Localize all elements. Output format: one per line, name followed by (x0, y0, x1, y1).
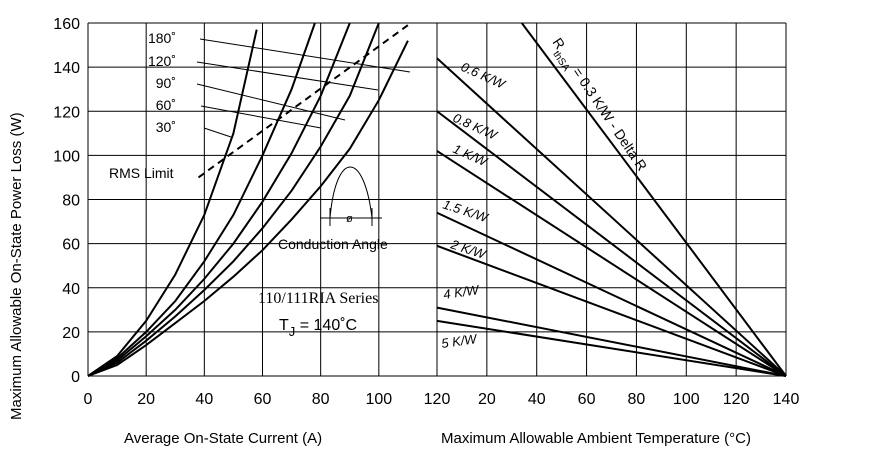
x-tick-label-left: 40 (195, 391, 213, 408)
rms-limit-label: RMS Limit (109, 165, 174, 181)
conduction-angle-curve (87, 22, 351, 377)
x-tick-label-left: 120 (424, 391, 451, 408)
resistance-label: 5 K/W (440, 331, 479, 351)
angle-leader-line (199, 38, 411, 73)
x-tick-label-right: 60 (578, 391, 596, 408)
thermal-resistance-line (520, 22, 787, 377)
x-tick-label-right: 80 (628, 391, 646, 408)
y-tick-label: 40 (62, 281, 80, 298)
phi-label: ø (346, 213, 353, 225)
y-tick-label: 60 (62, 237, 80, 254)
left-x-axis-title: Average On-State Current (A) (124, 430, 322, 447)
y-tick-label: 160 (53, 16, 80, 33)
conduction-angle-label: Conduction Angle (278, 236, 388, 252)
angle-label: 30˚ (156, 119, 176, 135)
x-tick-label-left: 60 (254, 391, 272, 408)
thermal-resistance-line (436, 244, 787, 377)
y-tick-label: 120 (53, 104, 80, 121)
resistance-label: 0.8 K/W (451, 110, 501, 143)
resistance-label: 4 K/W (442, 282, 481, 302)
x-tick-label-right: 140 (773, 391, 800, 408)
thermal-resistance-line (436, 211, 787, 377)
x-tick-label-right: 100 (673, 391, 700, 408)
thermal-resistance-line (436, 150, 787, 377)
angle-label: 60˚ (156, 97, 176, 113)
thermal-resistance-line (436, 306, 787, 377)
conduction-angle-curve (87, 29, 258, 377)
series-label: 110/111RIA Series (258, 290, 378, 307)
x-tick-label-left: 0 (84, 391, 93, 408)
conduction-angle-curve (87, 22, 316, 377)
x-tick-label-left: 20 (137, 391, 155, 408)
right-x-axis-title: Maximum Allowable Ambient Temperature (°… (441, 430, 751, 447)
angle-label: 120˚ (148, 53, 176, 69)
x-tick-label-left: 80 (312, 391, 330, 408)
x-tick-label-right: 120 (723, 391, 750, 408)
angle-leader-line (200, 105, 322, 129)
conduction-angle-curve (87, 22, 380, 377)
y-tick-label: 80 (62, 193, 80, 210)
resistance-label: 1.5 K/W (441, 197, 491, 226)
thermal-resistance-line (436, 110, 787, 377)
curves (87, 22, 787, 377)
grid (87, 22, 787, 377)
x-tick-label-right: 20 (478, 391, 496, 408)
thermal-resistance-line (436, 57, 787, 377)
tj-label: TJ = 140˚C (279, 317, 357, 339)
angle-label: 180˚ (148, 30, 176, 46)
angle-label: 90˚ (156, 75, 176, 91)
angle-leader-line (196, 83, 346, 121)
thermal-resistance-line (436, 319, 787, 377)
y-tick-label: 100 (53, 148, 80, 165)
y-axis-title: Maximum Allowable On-State Power Loss (W… (8, 112, 25, 420)
x-tick-label-right: 40 (528, 391, 546, 408)
x-tick-label-left: 100 (365, 391, 392, 408)
y-tick-label: 20 (62, 325, 80, 342)
angle-leader-line (196, 61, 379, 91)
rms-limit-line (197, 24, 409, 179)
resistance-label: 0.6 K/W (459, 59, 509, 92)
angle-leader-line (203, 127, 232, 138)
y-tick-label: 140 (53, 60, 80, 77)
conduction-angle-sketch: ø (320, 166, 382, 226)
conduction-angle-curve (87, 40, 409, 377)
y-tick-label: 0 (71, 369, 80, 386)
labels: 0 20 40 60 80 100 120 140 160 0 20 40 60 80 100 120 20 40… (53, 16, 799, 408)
resistance-label: 1 K/W (451, 141, 491, 170)
